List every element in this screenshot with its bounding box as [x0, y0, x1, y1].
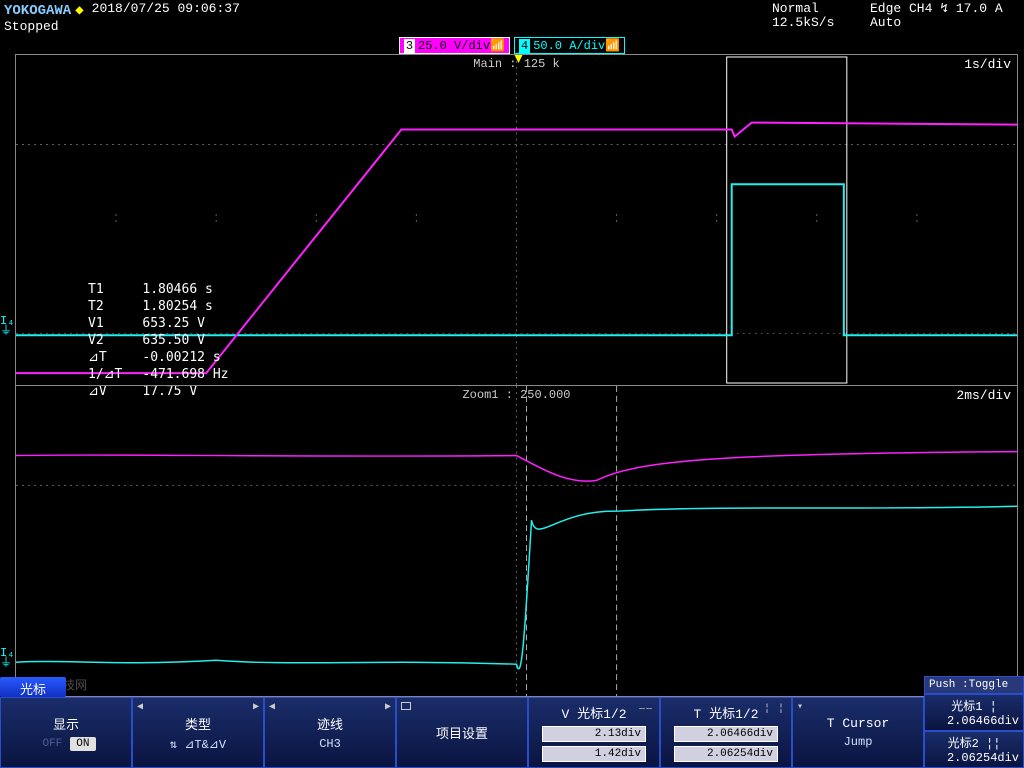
cursor1-value[interactable]: 光标1 ¦ 2.06466div	[924, 694, 1024, 731]
menu-title: 光标	[0, 677, 66, 697]
menu-trace[interactable]: ◀▶ 迹线 CH3	[264, 697, 396, 768]
ch4-ground-zoom-icon: I₄⏚	[0, 648, 14, 668]
brand-logo: YOKOGAWA ◆	[4, 2, 84, 19]
menu-item-setup[interactable]: 项目设置	[396, 697, 528, 768]
brand-text: YOKOGAWA	[4, 3, 71, 19]
zoom-waveform[interactable]: Zoom1 : 250.000 2ms/div	[15, 385, 1018, 697]
cursor-measurements: T11.80466 s T21.80254 s V1653.25 V V2635…	[86, 280, 248, 401]
menu-t-cursor-jump[interactable]: ▾ T Cursor Jump	[792, 697, 924, 768]
brand-diamond-icon: ◆	[75, 2, 83, 19]
acq-status: Stopped	[4, 19, 84, 34]
sample-rate: 12.5kS/s	[772, 16, 862, 30]
menu-type[interactable]: ◀▶ 类型 ⇅ ⊿T&⊿V	[132, 697, 264, 768]
ch4-scale[interactable]: 450.0 A/div📶	[514, 37, 625, 54]
cursor2-value[interactable]: 光标2 ¦¦ 2.06254div	[924, 731, 1024, 768]
datetime: 2018/07/25 09:06:37	[92, 2, 252, 16]
menu-v-cursor[interactable]: ┄┄ V 光标1/2 2.13div 1.42div	[528, 697, 660, 768]
side-panel: Push :Toggle 光标1 ¦ 2.06466div 光标2 ¦¦ 2.0…	[924, 676, 1024, 768]
main-waveform[interactable]: Main : 125 k 1s/div T11.80466 s T21.8025…	[15, 54, 1018, 386]
trigger-mode: Auto	[870, 16, 1020, 30]
acq-mode: Normal	[772, 2, 862, 16]
trigger-setting: Edge CH4 ↯ 17.0 A	[870, 2, 1020, 16]
ch3-scale[interactable]: 325.0 V/div📶	[399, 37, 510, 54]
soft-menu: 显示 OFF ON ◀▶ 类型 ⇅ ⊿T&⊿V ◀▶ 迹线 CH3 项目设置 ┄…	[0, 697, 924, 768]
ch4-ground-icon: I₄⏚	[0, 316, 14, 336]
menu-display[interactable]: 显示 OFF ON	[0, 697, 132, 768]
push-toggle-label: Push :Toggle	[924, 676, 1024, 694]
menu-t-cursor[interactable]: ¦ ¦ T 光标1/2 2.06466div 2.06254div	[660, 697, 792, 768]
